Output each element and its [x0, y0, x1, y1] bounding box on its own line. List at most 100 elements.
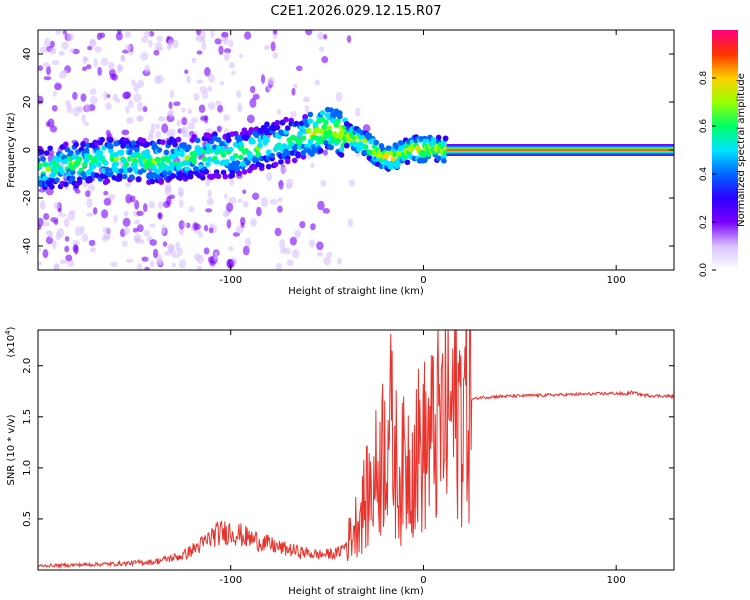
- spectrogram-noise: [355, 107, 361, 117]
- spectrogram-noise: [221, 31, 229, 38]
- spectrogram-cell: [241, 127, 248, 133]
- spectrogram-noise: [266, 172, 273, 182]
- spectrogram-noise: [143, 31, 151, 38]
- spectrogram-cell: [179, 151, 185, 158]
- spectrogram-noise: [64, 236, 70, 242]
- y-tick-label: 1.0: [22, 460, 33, 476]
- spectrogram-noise: [93, 57, 98, 68]
- spectrogram-noise: [72, 239, 80, 246]
- spectrogram-cell: [422, 157, 428, 164]
- spectrogram-noise: [187, 108, 192, 115]
- spectrogram-cell: [281, 143, 288, 149]
- spectrogram-cell: [338, 152, 345, 158]
- spectrogram-noise: [171, 128, 176, 138]
- spectrogram-noise: [49, 125, 58, 133]
- spectrogram-noise: [260, 197, 269, 208]
- spectrogram-cell: [215, 173, 222, 180]
- spectrogram-noise: [59, 70, 67, 79]
- spectrogram-cell: [215, 136, 222, 143]
- spectrogram-noise: [176, 119, 181, 127]
- spectrogram-noise: [226, 219, 232, 229]
- colorbar-ticks: 0.0 0.2 0.4 0.6 0.8: [699, 71, 716, 277]
- spectrogram-cell: [104, 166, 111, 173]
- spectrogram-cell: [76, 179, 83, 185]
- spectrogram-noise: [96, 32, 102, 41]
- snr-plot: [38, 330, 674, 569]
- spectrogram-cell: [337, 113, 343, 120]
- spectrogram-cell: [317, 147, 324, 154]
- spectrogram-noise: [322, 149, 328, 156]
- spectrogram-noise: [81, 233, 89, 243]
- spectrogram-cell: [135, 176, 142, 183]
- spectrogram-noise: [252, 192, 260, 201]
- spectrogram-noise: [188, 206, 195, 213]
- spectrogram-noise: [55, 30, 62, 36]
- spectrogram-cell: [326, 125, 333, 131]
- colorbar-tick-label: 0.8: [699, 71, 709, 86]
- spectrogram-noise: [117, 30, 122, 35]
- spectrogram-noise: [48, 230, 53, 239]
- spectrogram-noise: [39, 45, 48, 54]
- spectrogram-noise: [39, 200, 46, 210]
- spectrogram-cell: [40, 156, 47, 162]
- spectrogram-noise: [137, 79, 144, 88]
- spectrogram-cell: [47, 145, 53, 152]
- spectrogram-cell: [222, 173, 229, 180]
- spectrogram-cell: [144, 148, 151, 155]
- spectrogram-noise: [67, 259, 75, 268]
- spectrogram-cell: [144, 141, 151, 148]
- spectrogram-noise: [177, 186, 184, 196]
- y-tick-label: -40: [22, 238, 33, 254]
- spectrogram-noise: [260, 74, 266, 84]
- spectrogram-cell: [430, 136, 437, 143]
- spectrogram-noise: [292, 83, 298, 89]
- spectrogram-noise: [200, 115, 208, 121]
- spectrogram-noise: [246, 114, 255, 124]
- spectrogram-noise: [154, 75, 161, 85]
- spectrogram-noise: [69, 209, 76, 215]
- spectrogram-cell: [274, 124, 281, 131]
- spectrogram-noise: [304, 104, 310, 114]
- spectrogram-noise: [155, 130, 162, 139]
- spectrogram-noise: [200, 30, 206, 40]
- spectrogram-cell: [123, 161, 130, 168]
- spectrogram-noise: [156, 35, 163, 43]
- spectrogram-cell: [108, 143, 114, 150]
- spectrogram-noise: [207, 102, 216, 110]
- spectrogram-noise: [142, 106, 148, 113]
- spectrogram-cell: [300, 149, 307, 156]
- snr-scale-close: ): [6, 326, 17, 330]
- spectrogram-cell: [173, 151, 180, 158]
- spectrogram-noise: [62, 30, 68, 35]
- y-tick-label: 0.5: [22, 511, 33, 527]
- spectrogram-noise: [181, 107, 186, 113]
- spectrogram-noise: [56, 228, 65, 238]
- colorbar-tick-label: 0.2: [699, 215, 709, 229]
- spectrogram-noise: [121, 129, 130, 135]
- spectrogram-noise: [149, 260, 155, 268]
- spectrogram-cell: [220, 169, 227, 176]
- spectrogram-noise: [38, 261, 43, 266]
- spectrogram-noise: [69, 48, 75, 53]
- spectrogram-noise: [121, 240, 128, 247]
- spectrogram-cell: [187, 173, 194, 180]
- spectrogram-noise: [291, 87, 296, 96]
- spectrogram-noise: [125, 105, 130, 114]
- spectrogram-noise: [120, 55, 126, 61]
- spectrogram-noise: [46, 65, 51, 76]
- spectrogram-cell: [76, 156, 83, 162]
- spectrogram-noise: [162, 241, 168, 247]
- colorbar-label: Normalized spectral amplitude: [736, 73, 747, 227]
- spectrogram-noise: [346, 35, 352, 43]
- spectrogram-noise: [86, 212, 94, 217]
- spectrogram-cell: [160, 139, 166, 145]
- x-tick-label: 100: [607, 275, 626, 286]
- spectrogram-noise: [123, 210, 129, 217]
- spectrogram-noise: [103, 197, 112, 206]
- spectrogram-cell: [389, 163, 395, 170]
- spectrogram-noise: [42, 62, 50, 68]
- spectrogram-noise: [216, 125, 222, 133]
- spectrogram-noise: [316, 31, 324, 41]
- spectrogram-noise: [122, 91, 131, 100]
- spectrogram-cell: [343, 142, 350, 149]
